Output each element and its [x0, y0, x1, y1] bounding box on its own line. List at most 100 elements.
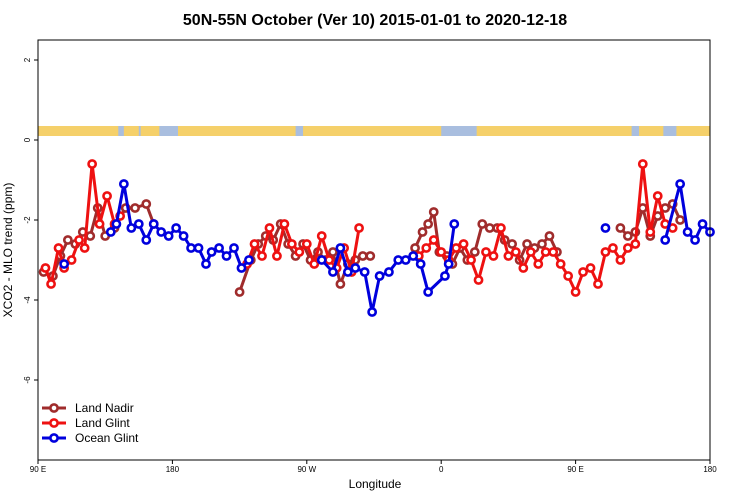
- data-point: [214, 243, 224, 253]
- data-point: [436, 247, 447, 257]
- data-point: [335, 279, 346, 289]
- data-point: [193, 243, 204, 253]
- data-point: [178, 231, 189, 241]
- x-tick-label: 180: [166, 465, 180, 474]
- data-point: [221, 251, 232, 261]
- data-point: [279, 219, 290, 229]
- data-point: [622, 231, 633, 241]
- y-axis: 2 0 -2 -4 -6: [23, 57, 38, 384]
- data-point: [286, 239, 297, 249]
- y-tick-label: 2: [23, 57, 32, 62]
- data-point: [408, 251, 419, 261]
- data-point: [87, 159, 98, 169]
- data-point: [244, 255, 254, 265]
- data-point: [309, 259, 320, 269]
- data-point: [148, 219, 159, 229]
- legend-marker: [49, 433, 59, 443]
- data-point: [393, 255, 404, 265]
- data-point: [675, 215, 686, 225]
- series-land-glint: [40, 159, 678, 297]
- legend-label: Land Nadir: [75, 401, 134, 415]
- land-span-3: [178, 126, 296, 136]
- data-point: [257, 251, 267, 261]
- data-point: [570, 287, 581, 297]
- data-point: [637, 159, 648, 169]
- data-point: [682, 227, 693, 237]
- data-point: [537, 239, 547, 249]
- y-tick-label: -2: [23, 216, 32, 224]
- legend-marker: [49, 418, 59, 428]
- data-point: [593, 279, 603, 289]
- series-layer: [38, 159, 715, 317]
- x-tick-label: 90 E: [567, 465, 583, 474]
- data-point: [234, 287, 245, 297]
- data-point: [466, 255, 476, 265]
- data-point: [342, 267, 353, 277]
- data-point: [102, 191, 112, 201]
- data-point: [141, 235, 152, 245]
- data-point: [477, 219, 488, 229]
- data-point: [507, 239, 518, 249]
- data-point: [384, 267, 394, 277]
- data-point: [608, 243, 618, 253]
- data-point: [469, 247, 480, 257]
- data-point: [335, 243, 346, 253]
- chart-title: 50N-55N October (Ver 10) 2015-01-01 to 2…: [183, 12, 567, 29]
- data-point: [85, 231, 96, 241]
- data-point: [615, 255, 626, 265]
- data-point: [428, 235, 439, 245]
- data-point: [510, 247, 521, 257]
- data-point: [443, 259, 454, 269]
- data-point: [350, 263, 361, 273]
- data-point: [301, 239, 312, 249]
- data-point: [548, 247, 559, 257]
- data-point: [675, 179, 686, 189]
- data-point: [53, 243, 64, 253]
- data-point: [518, 263, 529, 273]
- data-point: [272, 251, 282, 261]
- data-point: [328, 247, 338, 257]
- data-point: [111, 219, 122, 229]
- data-point: [328, 267, 338, 277]
- land-span-1: [123, 126, 139, 136]
- data-point: [645, 227, 656, 237]
- data-point: [417, 227, 428, 237]
- series-ocean-glint: [59, 179, 715, 317]
- land-span-0: [38, 126, 119, 136]
- data-point: [563, 271, 574, 281]
- data-point: [622, 243, 633, 253]
- y-axis-label: XCO2 - MLO trend (ppm): [1, 183, 15, 318]
- land-ocean-mask: [38, 126, 710, 136]
- data-point: [59, 259, 70, 269]
- data-point: [473, 275, 484, 285]
- data-point: [141, 199, 152, 209]
- data-point: [186, 243, 196, 253]
- y-tick-label: 0: [23, 137, 32, 142]
- legend-item: Land Glint: [42, 416, 130, 430]
- data-point: [660, 235, 671, 245]
- data-point: [697, 219, 708, 229]
- land-span-4: [303, 126, 442, 136]
- data-point: [421, 243, 432, 253]
- land-span-7: [676, 126, 710, 136]
- data-point: [118, 179, 129, 189]
- data-point: [481, 247, 491, 257]
- data-point: [555, 259, 566, 269]
- data-point: [496, 223, 506, 233]
- data-point: [652, 191, 663, 201]
- data-point: [324, 255, 335, 265]
- data-point: [163, 231, 174, 241]
- data-point: [316, 231, 327, 241]
- data-point: [522, 239, 532, 249]
- legend-item: Ocean Glint: [42, 431, 139, 445]
- data-point: [374, 271, 385, 281]
- x-tick-label: 0: [439, 465, 444, 474]
- data-point: [206, 247, 217, 257]
- data-point: [449, 219, 460, 229]
- data-point: [615, 223, 626, 233]
- data-point: [40, 263, 51, 273]
- data-point: [451, 243, 462, 253]
- data-point: [126, 223, 137, 233]
- data-point: [533, 259, 544, 269]
